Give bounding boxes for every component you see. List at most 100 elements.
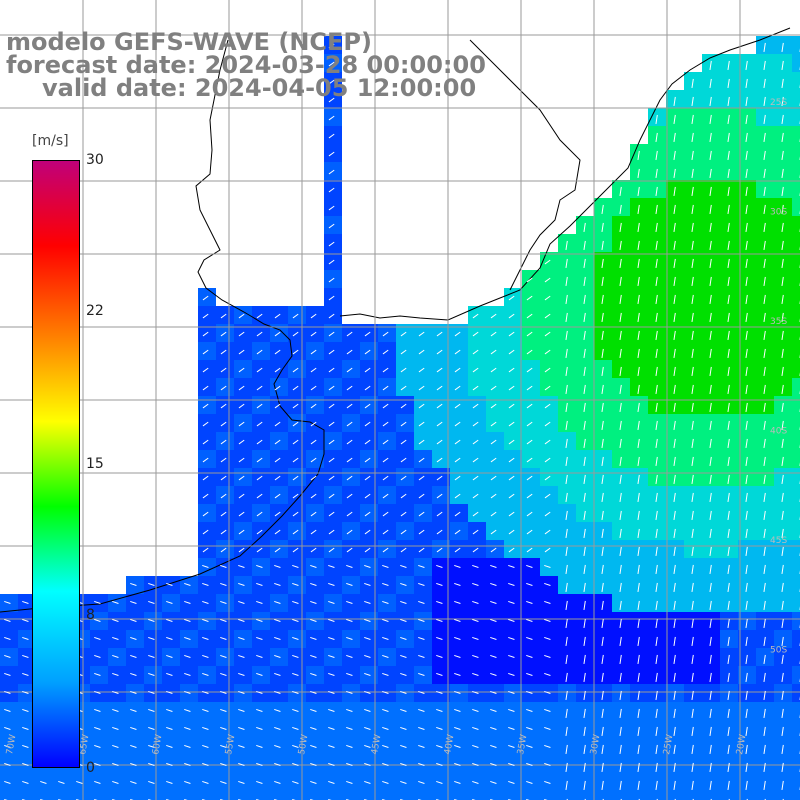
wind-arrow: [709, 672, 712, 682]
wind-cell: [486, 792, 504, 800]
lon-label: 30W: [589, 734, 602, 756]
wind-arrow: [763, 204, 766, 214]
wind-arrow: [292, 475, 299, 481]
wind-arrow: [202, 385, 209, 391]
wind-arrow: [130, 744, 137, 748]
wind-arrow: [619, 366, 622, 376]
wind-cell: [666, 792, 684, 800]
wind-arrow: [601, 240, 604, 250]
wind-cell: [180, 792, 198, 800]
wind-arrow: [472, 367, 479, 373]
wind-arrow: [472, 529, 479, 535]
wind-arrow: [565, 564, 568, 574]
wind-arrow: [328, 511, 335, 517]
wind-arrow: [691, 96, 694, 106]
wind-arrow: [544, 277, 551, 283]
wind-arrow: [619, 186, 622, 196]
wind-arrow: [4, 636, 11, 640]
wind-arrow: [436, 618, 443, 622]
wind-arrow: [673, 402, 676, 412]
wind-arrow: [94, 762, 101, 766]
wind-arrow: [655, 312, 658, 322]
wind-arrow: [256, 780, 263, 784]
wind-arrow: [763, 654, 766, 664]
wind-cell: [54, 792, 72, 800]
wind-arrow: [220, 636, 227, 640]
wind-arrow: [472, 349, 479, 355]
wind-arrow: [346, 780, 353, 784]
wind-arrow: [490, 636, 497, 640]
wind-arrow: [709, 366, 712, 376]
wind-arrow: [763, 402, 766, 412]
wind-arrow: [328, 259, 335, 265]
wind-cell: [792, 72, 800, 90]
wind-arrow: [238, 439, 245, 445]
wind-arrow: [238, 421, 245, 427]
wind-arrow: [601, 258, 604, 268]
wind-arrow: [601, 348, 604, 358]
wind-arrow: [544, 403, 551, 409]
wind-arrow: [4, 618, 11, 622]
wind-arrow: [400, 564, 407, 568]
wind-arrow: [130, 762, 137, 766]
colorbar-tick-8: 8: [86, 607, 95, 623]
wind-arrow: [328, 457, 335, 463]
wind-arrow: [781, 78, 784, 88]
wind-arrow: [745, 294, 748, 304]
wind-cell: [792, 720, 800, 738]
wind-arrow: [148, 726, 155, 730]
wind-arrow: [472, 564, 479, 568]
wind-arrow: [274, 726, 281, 730]
wind-arrow: [727, 636, 730, 646]
wind-arrow: [601, 564, 604, 574]
wind-arrow: [508, 475, 515, 481]
wind-arrow: [508, 529, 515, 535]
wind-arrow: [763, 168, 766, 178]
wind-arrow: [763, 132, 766, 142]
wind-arrow: [781, 186, 784, 196]
wind-arrow: [436, 672, 443, 676]
wind-arrow: [709, 762, 712, 772]
wind-arrow: [637, 384, 640, 394]
wind-arrow: [727, 690, 730, 700]
wind-arrow: [637, 366, 640, 376]
wind-arrow: [202, 636, 209, 640]
wind-arrow: [637, 510, 640, 520]
wind-arrow: [400, 726, 407, 730]
wind-arrow: [601, 456, 604, 466]
wind-cell: [792, 414, 800, 432]
wind-arrow: [619, 528, 622, 538]
wind-arrow: [364, 385, 371, 391]
wind-arrow: [382, 672, 389, 676]
wind-arrow: [472, 600, 479, 604]
wind-arrow: [382, 780, 389, 784]
wind-arrow: [583, 348, 586, 358]
wind-arrow: [4, 600, 11, 604]
wind-arrow: [346, 493, 353, 499]
wind-arrow: [583, 492, 586, 502]
wind-cell: [792, 252, 800, 270]
wind-arrow: [274, 421, 281, 427]
wind-arrow: [22, 726, 29, 730]
wind-arrow: [436, 439, 443, 445]
wind-arrow: [346, 636, 353, 640]
wind-arrow: [328, 205, 335, 211]
model-title: modelo GEFS-WAVE (NCEP): [6, 28, 372, 56]
wind-arrow: [22, 744, 29, 748]
wind-arrow: [22, 780, 29, 784]
wind-arrow: [637, 636, 640, 646]
wind-arrow: [709, 150, 712, 160]
wind-arrow: [310, 385, 317, 391]
wind-arrow: [112, 600, 119, 604]
wind-arrow: [238, 457, 245, 463]
wind-cell: [792, 198, 800, 216]
wind-arrow: [601, 636, 604, 646]
wind-arrow: [238, 493, 245, 499]
wind-arrow: [526, 529, 533, 535]
wind-arrow: [637, 186, 640, 196]
wind-arrow: [526, 726, 533, 730]
wind-cell: [792, 774, 800, 792]
wind-arrow: [220, 331, 227, 337]
wind-arrow: [763, 438, 766, 448]
wind-arrow: [709, 600, 712, 610]
